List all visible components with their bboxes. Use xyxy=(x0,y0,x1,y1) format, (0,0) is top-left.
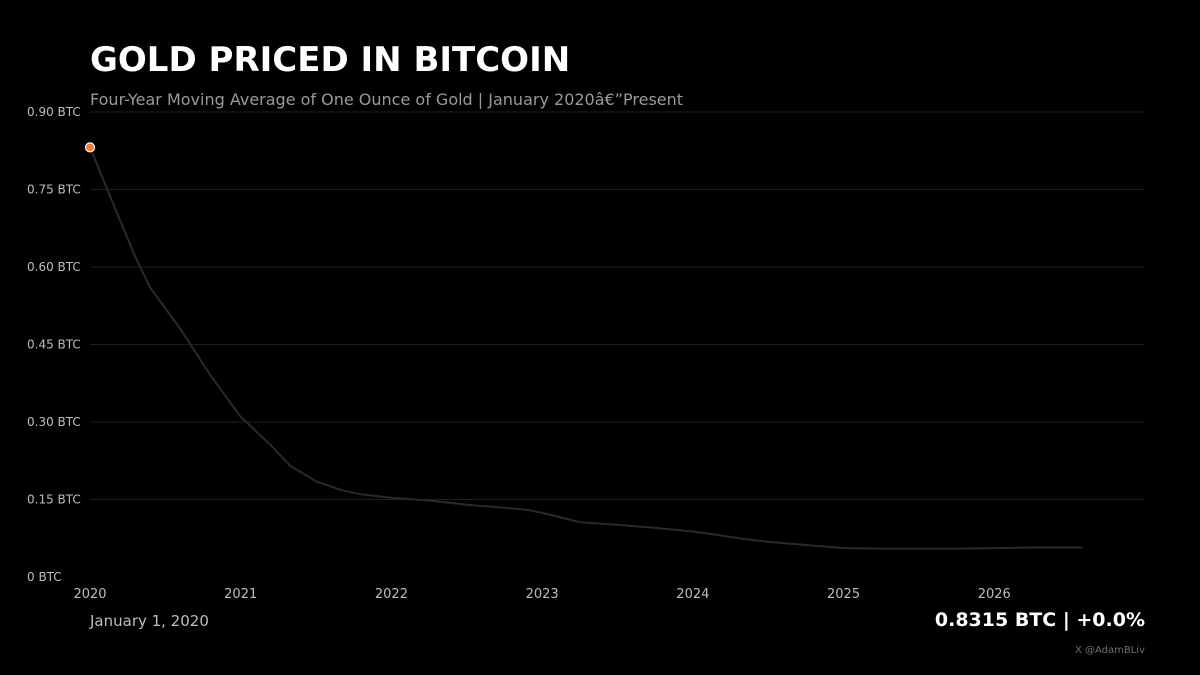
y-tick-label: 0.30 BTC xyxy=(27,415,81,429)
x-tick-label: 2026 xyxy=(978,587,1011,602)
x-tick-label: 2024 xyxy=(676,587,709,602)
current-value-readout: 0.8315 BTC | +0.0% xyxy=(934,609,1145,631)
y-tick-label: 0.90 BTC xyxy=(27,105,81,119)
x-tick-label: 2022 xyxy=(375,587,408,602)
y-tick-label: 0.75 BTC xyxy=(27,183,81,197)
x-tick-label: 2021 xyxy=(224,587,257,602)
x-axis-tick-labels: 2020 2021 2022 2023 2024 2025 2026 xyxy=(73,587,1010,602)
x-tick-label: 2020 xyxy=(73,587,106,602)
chart-subtitle: Four-Year Moving Average of One Ounce of… xyxy=(90,90,684,109)
y-tick-label: 0.15 BTC xyxy=(27,493,81,507)
y-tick-label: 0 BTC xyxy=(27,570,62,584)
y-axis-tick-labels: 0 BTC 0.15 BTC 0.30 BTC 0.45 BTC 0.60 BTC 0.7… xyxy=(27,105,81,584)
series-line xyxy=(89,146,1083,550)
author-credit: X @AdamBLiv xyxy=(1074,645,1145,656)
current-value-marker-group xyxy=(84,142,96,153)
chart-title: GOLD PRICED IN BITCOIN xyxy=(90,40,571,80)
grid-lines xyxy=(90,111,1145,500)
y-tick-label: 0.45 BTC xyxy=(27,338,81,352)
current-date-label: January 1, 2020 xyxy=(90,612,209,630)
current-value-marker xyxy=(84,142,96,153)
x-tick-label: 2023 xyxy=(526,587,559,602)
y-tick-label: 0.60 BTC xyxy=(27,260,81,274)
x-tick-label: 2025 xyxy=(827,587,860,602)
series-lines xyxy=(89,146,1083,550)
